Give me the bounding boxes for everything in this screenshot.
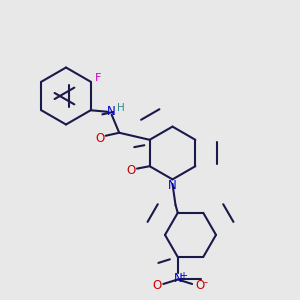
Text: +: + (179, 272, 187, 281)
Text: F: F (95, 73, 101, 83)
Text: O: O (195, 279, 204, 292)
Text: O: O (153, 279, 162, 292)
Text: N: N (174, 272, 183, 285)
Text: -: - (203, 277, 207, 287)
Text: H: H (117, 103, 124, 113)
Text: N: N (107, 105, 116, 118)
Text: N: N (168, 179, 177, 192)
Text: O: O (95, 132, 104, 145)
Text: O: O (126, 164, 136, 177)
